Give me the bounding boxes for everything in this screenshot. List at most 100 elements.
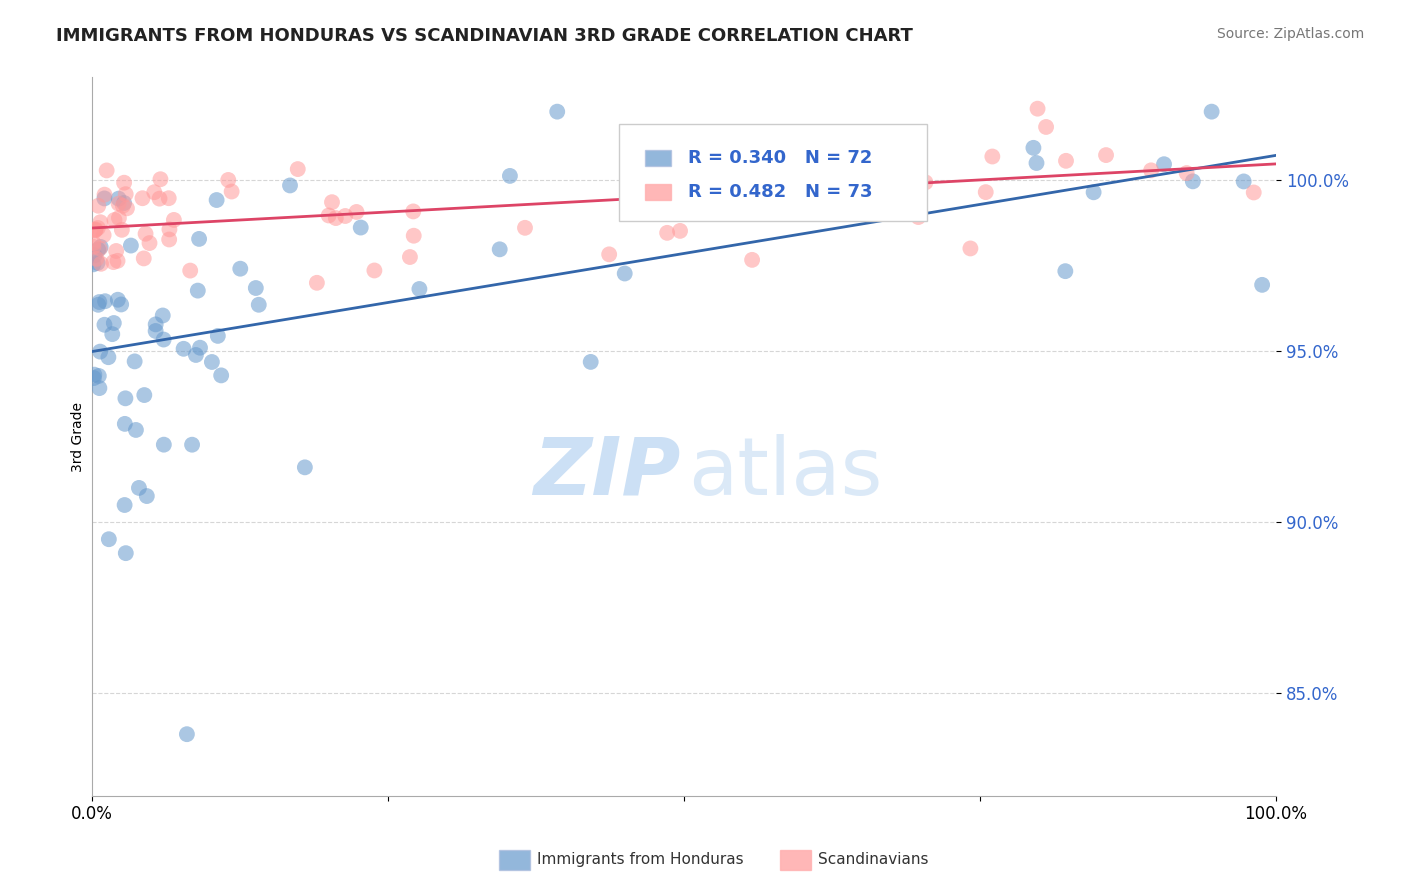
- Point: [97, 350, 120, 364]
- Point: [837, 195, 859, 210]
- Point: [114, 417, 136, 431]
- Point: [1243, 186, 1265, 200]
- Point: [148, 192, 170, 206]
- Point: [188, 232, 211, 246]
- Point: [93, 191, 115, 205]
- Point: [135, 489, 157, 503]
- Point: [114, 498, 136, 512]
- Point: [1153, 157, 1175, 171]
- Point: [152, 309, 174, 323]
- Point: [87, 243, 110, 257]
- Point: [101, 327, 124, 342]
- Y-axis label: 3rd Grade: 3rd Grade: [72, 401, 86, 472]
- Point: [115, 202, 138, 216]
- Point: [89, 295, 111, 310]
- Point: [107, 196, 129, 211]
- Point: [84, 223, 107, 237]
- Point: [124, 354, 146, 368]
- Point: [110, 297, 132, 311]
- Text: Immigrants from Honduras: Immigrants from Honduras: [537, 853, 744, 867]
- Point: [86, 252, 108, 266]
- Point: [179, 263, 201, 277]
- Point: [82, 257, 104, 271]
- Point: [321, 195, 343, 210]
- Point: [1022, 141, 1045, 155]
- Point: [107, 253, 129, 268]
- Point: [1140, 163, 1163, 178]
- Point: [1095, 148, 1118, 162]
- Point: [114, 546, 136, 560]
- Point: [93, 187, 115, 202]
- Point: [706, 151, 728, 165]
- Point: [134, 388, 156, 402]
- Point: [112, 176, 135, 190]
- Point: [778, 162, 800, 177]
- Point: [89, 381, 111, 395]
- Point: [229, 261, 252, 276]
- Point: [90, 240, 112, 254]
- Point: [1035, 120, 1057, 134]
- Point: [638, 144, 661, 158]
- Point: [111, 199, 134, 213]
- Text: atlas: atlas: [688, 434, 882, 511]
- Point: [159, 222, 181, 236]
- Point: [83, 248, 105, 262]
- Point: [96, 163, 118, 178]
- Point: [325, 211, 347, 225]
- Point: [221, 185, 243, 199]
- Point: [346, 205, 368, 219]
- Point: [87, 221, 110, 235]
- Point: [82, 235, 104, 250]
- Point: [93, 318, 115, 332]
- Point: [103, 316, 125, 330]
- Point: [741, 252, 763, 267]
- Point: [363, 263, 385, 277]
- Point: [959, 242, 981, 256]
- Point: [173, 342, 195, 356]
- Point: [87, 368, 110, 383]
- Point: [87, 199, 110, 213]
- Text: Source: ZipAtlas.com: Source: ZipAtlas.com: [1216, 27, 1364, 41]
- Point: [914, 175, 936, 189]
- Point: [89, 242, 111, 256]
- Point: [335, 209, 357, 223]
- Point: [94, 294, 117, 309]
- Point: [499, 169, 522, 183]
- Point: [184, 348, 207, 362]
- Point: [114, 392, 136, 406]
- Point: [82, 240, 104, 254]
- Point: [907, 210, 929, 224]
- Point: [120, 238, 142, 252]
- FancyBboxPatch shape: [645, 150, 671, 166]
- Point: [402, 228, 425, 243]
- Point: [138, 235, 160, 250]
- Point: [408, 282, 430, 296]
- Point: [111, 223, 134, 237]
- Point: [157, 232, 180, 246]
- Point: [247, 298, 270, 312]
- Point: [974, 185, 997, 199]
- Point: [90, 257, 112, 271]
- Point: [143, 185, 166, 199]
- Point: [84, 223, 107, 237]
- Point: [207, 329, 229, 343]
- FancyBboxPatch shape: [619, 124, 927, 221]
- Point: [145, 324, 167, 338]
- Point: [201, 355, 224, 369]
- Point: [633, 137, 655, 152]
- Point: [488, 243, 510, 257]
- Point: [149, 172, 172, 186]
- Point: [89, 215, 111, 229]
- Point: [103, 255, 125, 269]
- Point: [1025, 156, 1047, 170]
- Point: [852, 147, 875, 161]
- Point: [399, 250, 422, 264]
- Point: [83, 371, 105, 385]
- Point: [1054, 153, 1077, 168]
- Point: [981, 149, 1004, 163]
- Point: [1233, 174, 1256, 188]
- Point: [1251, 277, 1274, 292]
- Point: [132, 252, 155, 266]
- Point: [107, 192, 129, 206]
- Point: [105, 244, 128, 258]
